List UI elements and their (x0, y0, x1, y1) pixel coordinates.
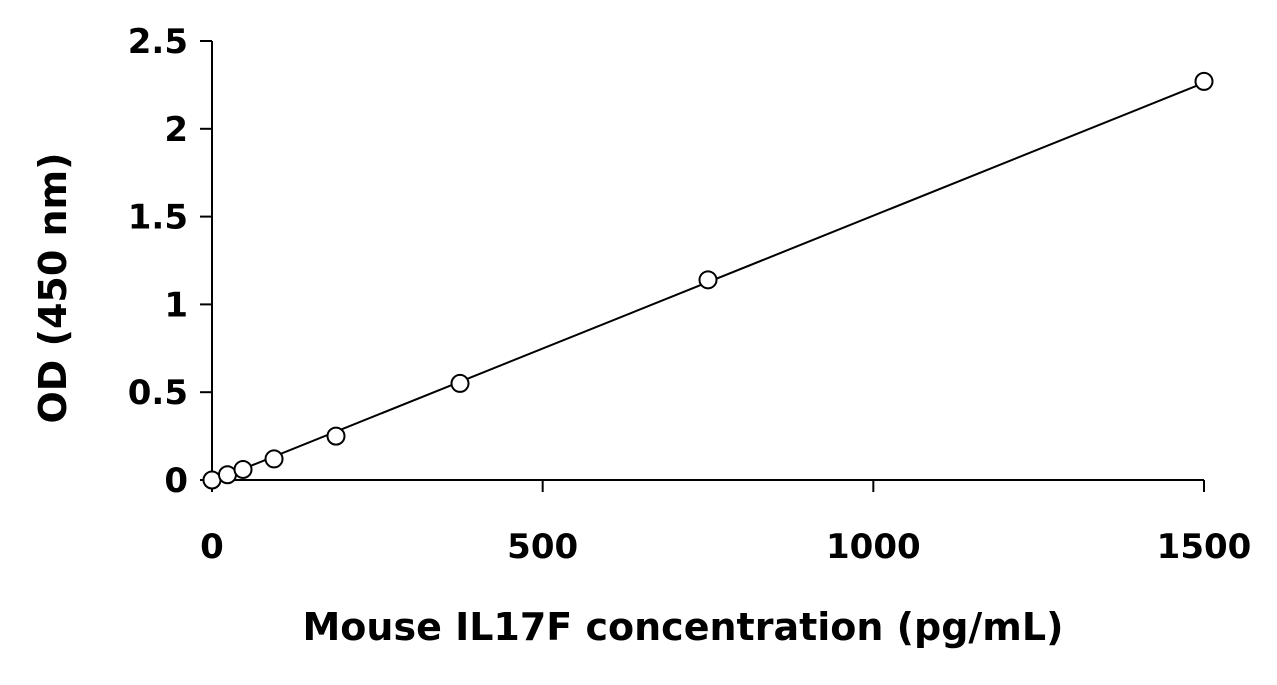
data-point (217, 465, 237, 485)
y-tick-label: 2.5 (128, 22, 188, 62)
y-ticks-layer: 0 0.5 1 1.5 2 2.5 (128, 22, 212, 501)
data-point (450, 373, 470, 393)
data-point (202, 470, 222, 490)
data-point (1194, 71, 1214, 91)
y-tick-label: 1.5 (128, 198, 188, 238)
data-point (233, 459, 253, 479)
data-point (326, 426, 346, 446)
x-tick-label: 500 (507, 527, 578, 567)
x-tick-label: 0 (200, 527, 224, 567)
x-tick-label: 1500 (1157, 527, 1252, 567)
y-tick-label: 0 (164, 461, 188, 501)
x-axis-title: Mouse IL17F concentration (pg/mL) (302, 605, 1063, 649)
axes-layer (211, 41, 1204, 481)
y-axis-title: OD (450 nm) (31, 152, 75, 423)
y-tick-label: 2 (164, 110, 188, 150)
data-point (698, 270, 718, 290)
y-tick-label: 0.5 (128, 373, 188, 413)
x-tick-label: 1000 (826, 527, 921, 567)
y-tick-label: 1 (164, 285, 188, 325)
x-ticks-layer: 0 500 1000 1500 (200, 480, 1251, 567)
data-points-layer (202, 71, 1214, 490)
data-point (264, 449, 284, 469)
